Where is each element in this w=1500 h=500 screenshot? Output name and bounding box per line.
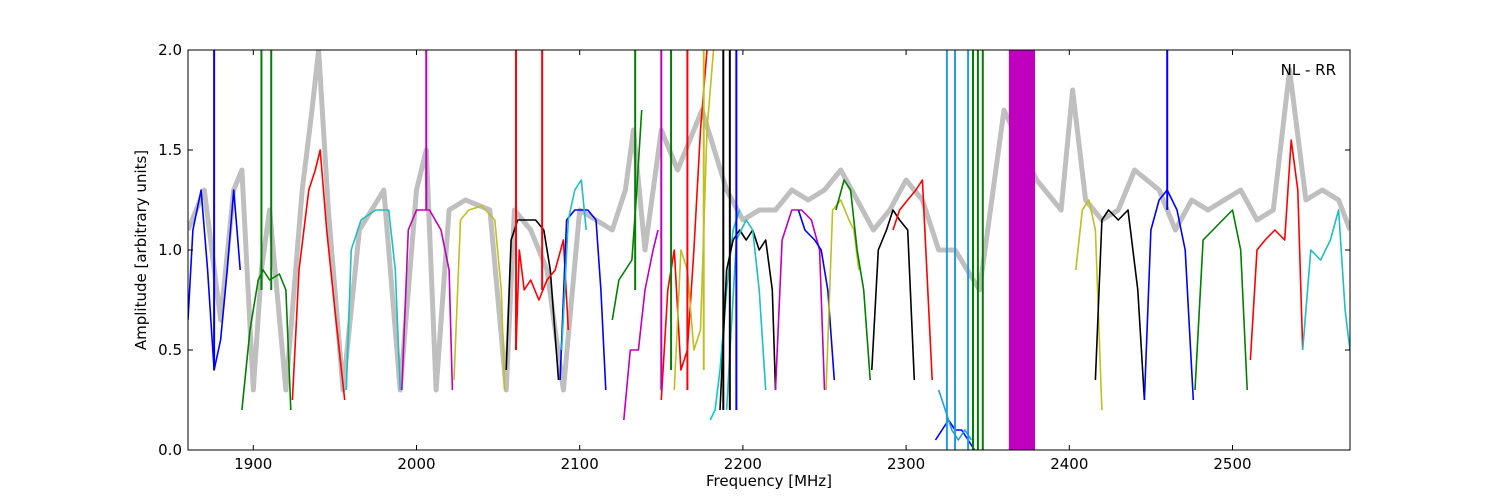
series-line-1 bbox=[241, 269, 292, 411]
series-line-22 bbox=[892, 179, 933, 381]
series-line-29 bbox=[1249, 139, 1304, 361]
series-line-3 bbox=[345, 209, 401, 391]
series-line-13 bbox=[673, 50, 715, 391]
annotation-label: NL - RR bbox=[1281, 61, 1336, 79]
x-tick-label: 1900 bbox=[234, 455, 272, 473]
series-line-17 bbox=[774, 209, 826, 391]
series-line-30 bbox=[1301, 209, 1350, 351]
series-line-26 bbox=[1094, 209, 1146, 401]
series-line-0 bbox=[188, 189, 241, 371]
y-tick-label: 2.0 bbox=[158, 41, 182, 59]
series-line-12 bbox=[660, 50, 708, 401]
series-line-5 bbox=[453, 205, 506, 391]
y-tick-label: 1.0 bbox=[158, 241, 182, 259]
x-tick-label: 2100 bbox=[561, 455, 599, 473]
x-tick-label: 2000 bbox=[397, 455, 435, 473]
series-line-25 bbox=[1075, 199, 1103, 411]
series-line-8 bbox=[559, 209, 607, 391]
series-line-19 bbox=[825, 199, 860, 391]
y-tick-label: 0.0 bbox=[158, 441, 182, 459]
series-line-9 bbox=[560, 179, 587, 351]
series-line-28 bbox=[1194, 209, 1248, 391]
series-line-6 bbox=[505, 219, 560, 381]
plot-area bbox=[188, 50, 1350, 450]
x-tick-label: 2200 bbox=[724, 455, 762, 473]
y-tick-label: 1.5 bbox=[158, 141, 182, 159]
reference-trace bbox=[188, 50, 1350, 393]
x-axis-ticks: 1900 2000 2100 2200 2300 2400 2500 bbox=[234, 50, 1252, 473]
series-line-11 bbox=[623, 229, 659, 421]
series-line-21 bbox=[871, 209, 916, 381]
x-axis-label: Frequency [MHz] bbox=[706, 472, 832, 490]
series-line-7 bbox=[515, 239, 570, 351]
y-axis-ticks: 0.0 0.5 1.0 1.5 2.0 bbox=[158, 41, 1350, 459]
band-0 bbox=[1008, 50, 1036, 450]
y-axis-label: Amplitude [arbitrary units] bbox=[132, 150, 150, 350]
series-line-20 bbox=[835, 179, 871, 381]
y-tick-label: 0.5 bbox=[158, 341, 182, 359]
x-tick-label: 2500 bbox=[1213, 455, 1251, 473]
series-line-27 bbox=[1143, 189, 1195, 401]
x-tick-label: 2300 bbox=[887, 455, 925, 473]
series-line-2 bbox=[291, 149, 346, 401]
series-line-10 bbox=[611, 109, 643, 321]
series-line-16 bbox=[725, 219, 767, 411]
plot-frame bbox=[187, 49, 1351, 451]
series-line-4 bbox=[401, 209, 454, 391]
x-tick-label: 2400 bbox=[1050, 455, 1088, 473]
